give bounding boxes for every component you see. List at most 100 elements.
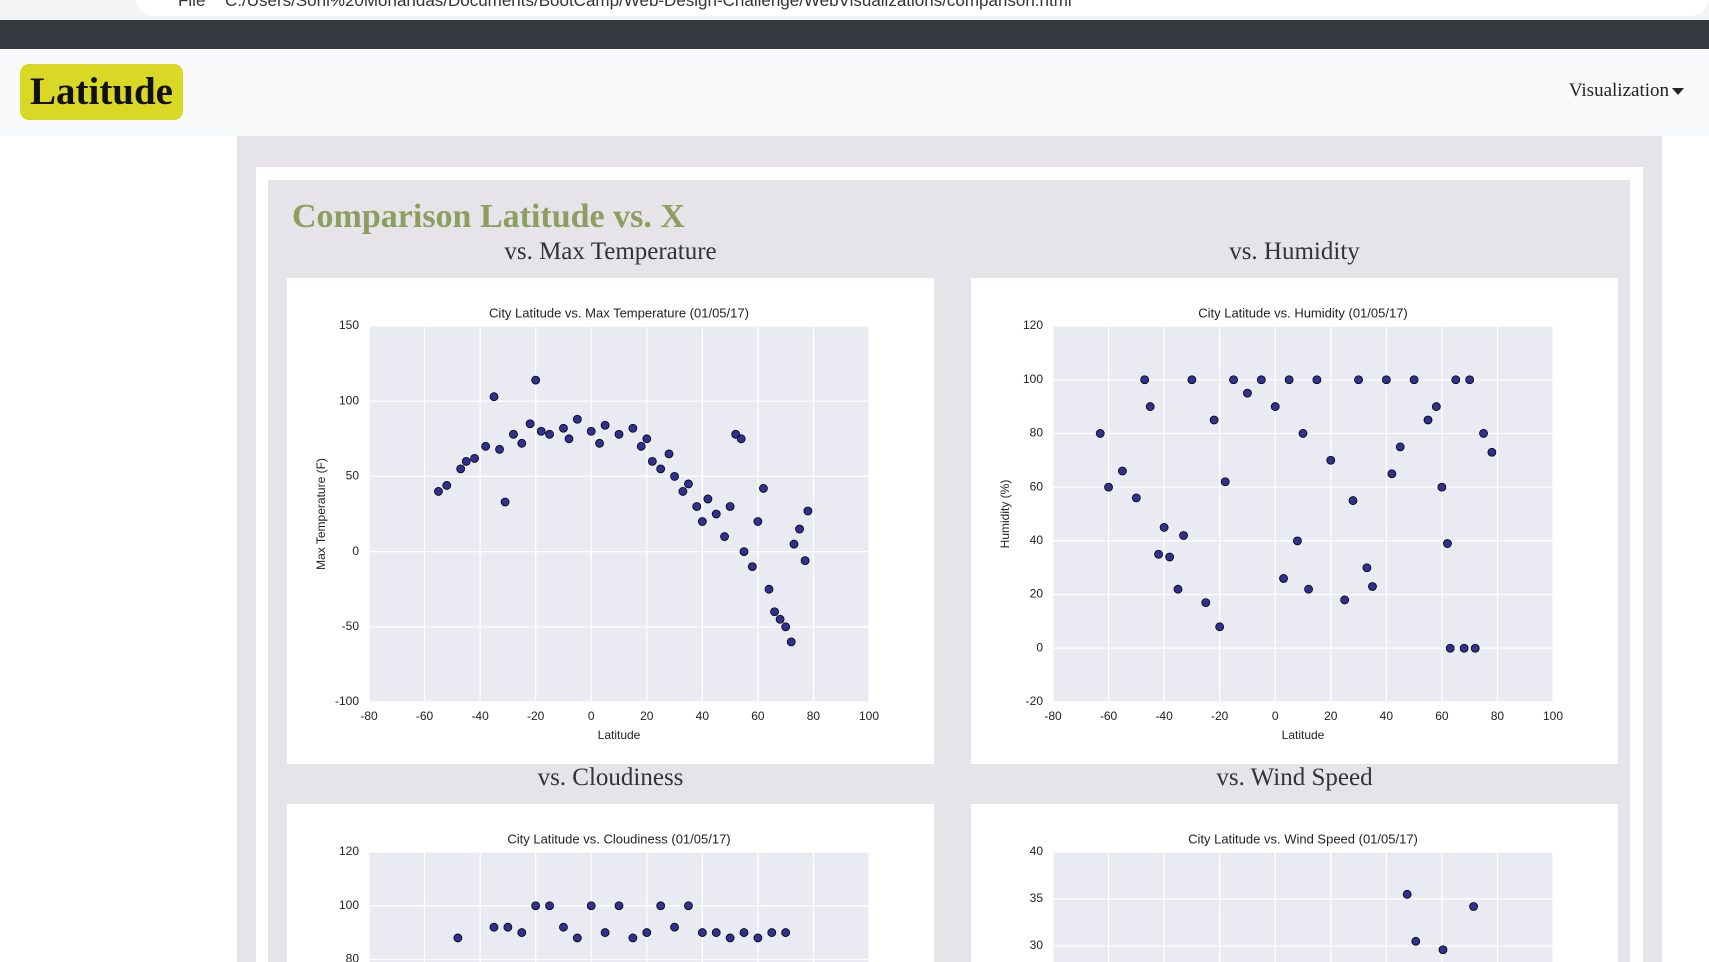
scatter-point [725, 933, 735, 943]
scatter-point [753, 517, 763, 526]
scatter-point [664, 449, 674, 459]
x-tick-label: 80 [807, 709, 821, 723]
scatter-point [531, 901, 541, 911]
panel-heading: vs. Humidity [1229, 238, 1360, 265]
scatter-point [1215, 622, 1225, 632]
scatter-point [1284, 375, 1294, 385]
scatter-point [489, 392, 499, 402]
scatter-point [1459, 643, 1469, 653]
x-tick-label: 40 [696, 709, 710, 723]
scatter-point [767, 928, 777, 937]
scatter-point [434, 487, 443, 496]
y-tick-label: 40 [1030, 844, 1044, 858]
scatter-point [1140, 375, 1150, 385]
brand[interactable]: Latitude [20, 64, 183, 120]
scatter-point [1487, 447, 1497, 457]
scatter-point [1431, 402, 1441, 411]
chart-card: -80-60-40-200204060801000510152025303540… [971, 804, 1618, 962]
y-tick-label: 0 [1036, 640, 1043, 654]
scatter-point [720, 532, 729, 541]
scatter-point [456, 464, 466, 474]
scatter-point [1402, 889, 1412, 899]
scatter-point [586, 426, 596, 436]
nav-dropdown[interactable]: Visualization [1569, 80, 1669, 102]
scatter-point [803, 506, 813, 516]
scatter-point [545, 429, 554, 439]
scatter-point [1104, 482, 1113, 492]
panel-heading: vs. Max Temperature [504, 238, 717, 265]
scatter-point [1145, 402, 1155, 411]
x-tick-label: 60 [1435, 709, 1449, 723]
scatter-point [1409, 375, 1419, 385]
y-tick-label: 60 [1030, 479, 1044, 493]
scatter-point [559, 423, 568, 433]
scatter-point [1179, 531, 1188, 540]
scatter-point [642, 434, 652, 444]
scatter-point [1411, 936, 1421, 946]
scatter-point [739, 928, 749, 937]
y-tick-label: -50 [342, 619, 360, 633]
scatter-point [636, 441, 646, 451]
scatter-point [775, 614, 785, 624]
scatter-point [442, 481, 452, 490]
scatter-point [1437, 482, 1447, 492]
scatter-point [1465, 375, 1475, 385]
scatter-point [481, 441, 491, 451]
scatter-point [703, 494, 713, 504]
x-tick-label: 0 [1272, 709, 1279, 723]
x-tick-label: 60 [751, 709, 765, 723]
scatter-point [525, 419, 535, 429]
scatter-point [789, 539, 799, 549]
menu-label[interactable]: Visualization [1568, 80, 1669, 101]
scatter-point [795, 524, 804, 534]
chart: -80-60-40-20020406080100-200204060801001… [339, 831, 870, 962]
scatter-point [1173, 584, 1183, 594]
url[interactable]: C:/Users/Sohi%20Mohandas/Documents/BootC… [225, 0, 1072, 10]
x-tick-label: 20 [1324, 709, 1338, 723]
scatter-point [753, 933, 763, 943]
scatter-point [1312, 375, 1322, 385]
x-tick-label: 100 [859, 709, 879, 723]
chart: -80 -60 -40 -20 0 20 40 60 80 100 -100 -50 0 50 100 150… [314, 305, 879, 742]
scatter-point [770, 607, 779, 617]
x-axis-label: Latitude [598, 728, 641, 742]
scatter-point [614, 901, 624, 911]
scatter-point [1326, 455, 1336, 465]
scatter-point [1469, 902, 1478, 911]
scatter-point [725, 502, 735, 511]
scatter-point [509, 429, 518, 439]
dropdown-caret[interactable] [1672, 88, 1684, 95]
x-tick-label: 100 [1543, 709, 1563, 723]
chart-card: -80 -60 -40 -20 0 20 40 60 80 100 -100 -50 0 50 100 150… [287, 278, 934, 764]
scatter-point [614, 429, 624, 439]
scatter-point [692, 502, 702, 511]
scatter-point [711, 509, 721, 519]
scatter-point [1229, 375, 1238, 385]
scatter-point [564, 434, 574, 444]
scatter-point [1095, 429, 1105, 438]
scatter-point [670, 922, 679, 932]
scatter-point [1381, 375, 1391, 385]
chart-card: -80-60-40-20020406080100-200204060801001… [287, 804, 934, 962]
plot-area [369, 326, 869, 702]
scatter-point [697, 517, 707, 526]
scatter-point [786, 637, 796, 647]
y-tick-label: 100 [339, 393, 359, 407]
x-tick-label: 20 [640, 709, 654, 723]
plot-area [1053, 326, 1553, 702]
scatter-point [747, 562, 757, 572]
scatter-point [1354, 375, 1363, 385]
chart-title: City Latitude vs. Humidity (01/05/17) [1198, 305, 1408, 320]
x-tick-label: -20 [1211, 709, 1229, 723]
scatter-point [572, 933, 582, 943]
scatter-point [1131, 493, 1141, 503]
y-tick-label: 20 [1030, 587, 1044, 601]
scatter-point [1340, 595, 1350, 605]
scatter-point [595, 438, 604, 448]
y-tick-label: -100 [335, 694, 359, 708]
y-tick-label: -20 [1026, 694, 1044, 708]
address-bar[interactable] [136, 0, 1709, 16]
x-tick-label: -60 [416, 709, 434, 723]
